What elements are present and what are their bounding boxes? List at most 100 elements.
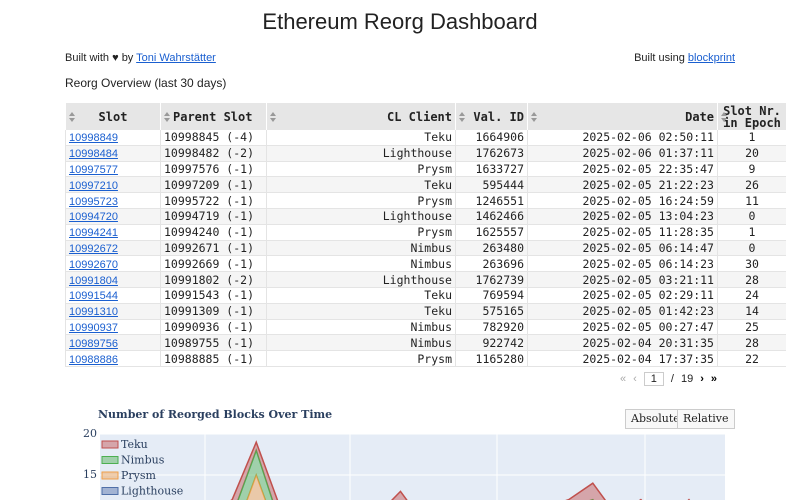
table-cell: 22 — [717, 350, 786, 367]
table-cell: 769594 — [455, 287, 528, 304]
next-page[interactable]: › — [700, 373, 704, 385]
y-tick-label: 15 — [83, 468, 97, 481]
slot-link[interactable]: 10998484 — [69, 148, 118, 161]
column-header[interactable]: CL Client — [266, 103, 456, 130]
slot-link[interactable]: 10988886 — [69, 353, 118, 366]
last-page[interactable]: » — [710, 373, 718, 385]
page-input[interactable]: 1 — [643, 372, 664, 386]
blockprint-link[interactable]: blockprint — [687, 52, 735, 64]
table-cell: Teku — [266, 130, 456, 146]
relative-button[interactable]: Relative — [677, 409, 735, 429]
table-cell: 10991543 (-1) — [160, 287, 267, 304]
table-cell: 10988885 (-1) — [160, 350, 267, 367]
table-cell: 2025-02-05 11:28:35 — [527, 224, 718, 241]
table-cell: 1625557 — [455, 224, 528, 241]
sort-icon[interactable] — [531, 112, 537, 122]
legend-label: Lighthouse — [121, 485, 183, 498]
legend-label: Prysm — [121, 469, 157, 482]
table-row: 10997210 10997209 (-1) Teku 595444 2025-02-0… — [65, 176, 786, 194]
table-cell: 2025-02-05 03:21:11 — [527, 271, 718, 288]
table-cell: 10995722 (-1) — [160, 192, 267, 209]
column-header[interactable]: Date — [527, 103, 718, 130]
slot-link[interactable]: 10989756 — [69, 337, 118, 350]
table-body: 10998849 10998845 (-4) Teku 1664906 2025-02-… — [65, 130, 786, 367]
sort-icon[interactable] — [270, 112, 276, 122]
table-row: 10998849 10998845 (-4) Teku 1664906 2025-02-… — [65, 130, 786, 146]
column-header-text: CL Client — [386, 109, 452, 124]
table-cell: 10992669 (-1) — [160, 255, 267, 273]
table-cell: Lighthouse — [266, 145, 456, 162]
table-cell: 10997576 (-1) — [160, 161, 267, 178]
table-cell: 1165280 — [455, 350, 528, 367]
slot-link[interactable]: 10990937 — [69, 321, 118, 334]
table-row: 10998484 10998482 (-2) Lighthouse 1762673 20… — [65, 145, 786, 162]
first-page[interactable]: « — [620, 373, 627, 385]
slot-link[interactable]: 10991804 — [69, 274, 118, 287]
area-fill — [247, 475, 266, 500]
table-cell: 10994241 — [65, 224, 161, 241]
table-cell: 30 — [717, 255, 786, 273]
column-header[interactable]: Val. ID — [455, 103, 528, 130]
table-cell: 10997577 — [65, 161, 161, 178]
column-header-text: Val. ID — [473, 109, 524, 124]
slot-link[interactable]: 10994241 — [69, 227, 118, 240]
table-cell: 10994240 (-1) — [160, 224, 267, 241]
table-cell: 2025-02-06 02:50:11 — [527, 130, 718, 146]
table-cell: 1633727 — [455, 161, 528, 178]
table-cell: Teku — [266, 176, 456, 194]
table-row: 10988886 10988885 (-1) Prysm 1165280 2025-02… — [65, 350, 786, 367]
credit-text: Built with — [65, 52, 110, 64]
slot-link[interactable]: 10992672 — [69, 242, 118, 255]
slot-link[interactable]: 10995723 — [69, 195, 118, 208]
table-cell: 10991802 (-2) — [160, 271, 267, 288]
table-cell: Nimbus — [266, 334, 456, 352]
table-row: 10991310 10991309 (-1) Teku 575165 2025-02-0… — [65, 303, 786, 320]
table-cell: 10994720 — [65, 208, 161, 225]
table-cell: 2025-02-04 17:37:35 — [527, 350, 718, 367]
prev-page[interactable]: ‹ — [633, 373, 637, 385]
table-cell: 20 — [717, 145, 786, 162]
credit: Built with ♥ by Toni Wahrstätter — [65, 52, 216, 64]
table-cell: 2025-02-05 06:14:23 — [527, 255, 718, 273]
slot-link[interactable]: 10991310 — [69, 306, 118, 319]
column-header[interactable]: Slot Nr. in Epoch — [717, 103, 786, 130]
table-cell: 10988886 — [65, 350, 161, 367]
table-cell: 2025-02-05 02:29:11 — [527, 287, 718, 304]
table-cell: 10991544 — [65, 287, 161, 304]
table-cell: 10990937 — [65, 319, 161, 336]
sort-icon[interactable] — [459, 112, 465, 122]
built-using-text: Built using — [634, 52, 685, 64]
slot-link[interactable]: 10997577 — [69, 163, 118, 176]
table-cell: 1762673 — [455, 145, 528, 162]
table-cell: Prysm — [266, 224, 456, 241]
table-cell: 2025-02-05 16:24:59 — [527, 192, 718, 209]
table-cell: 263480 — [455, 240, 528, 257]
table-cell: 263696 — [455, 255, 528, 273]
sort-icon[interactable] — [164, 112, 170, 122]
legend-swatch — [101, 440, 119, 449]
y-tick-label: 20 — [83, 427, 97, 440]
table-cell: 2025-02-05 01:42:23 — [527, 303, 718, 320]
slot-link[interactable]: 10991544 — [69, 290, 118, 303]
table-cell: 10991309 (-1) — [160, 303, 267, 320]
table-row: 10989756 10989755 (-1) Nimbus 922742 2025-02… — [65, 334, 786, 352]
sort-icon[interactable] — [721, 112, 727, 122]
slot-link[interactable]: 10994720 — [69, 211, 118, 224]
column-header-text: Slot Nr. in Epoch — [723, 103, 781, 130]
table-cell: 2025-02-05 22:35:47 — [527, 161, 718, 178]
author-link[interactable]: Toni Wahrstätter — [136, 52, 216, 64]
slot-link[interactable]: 10997210 — [69, 179, 118, 192]
slot-link[interactable]: 10998849 — [69, 132, 118, 145]
chart-title: Number of Reorged Blocks Over Time — [98, 408, 332, 421]
absolute-button[interactable]: Absolute — [625, 409, 686, 429]
table-cell: 28 — [717, 271, 786, 288]
legend-swatch — [101, 456, 119, 464]
slot-link[interactable]: 10992670 — [69, 258, 118, 271]
sort-icon[interactable] — [69, 112, 75, 122]
column-header[interactable]: Parent Slot — [160, 103, 267, 130]
table-cell: 10992671 (-1) — [160, 240, 267, 257]
table-cell: 2025-02-05 13:04:23 — [527, 208, 718, 225]
table-cell: 11 — [717, 192, 786, 209]
table-cell: 1762739 — [455, 271, 528, 288]
column-header[interactable]: Slot — [65, 103, 161, 130]
